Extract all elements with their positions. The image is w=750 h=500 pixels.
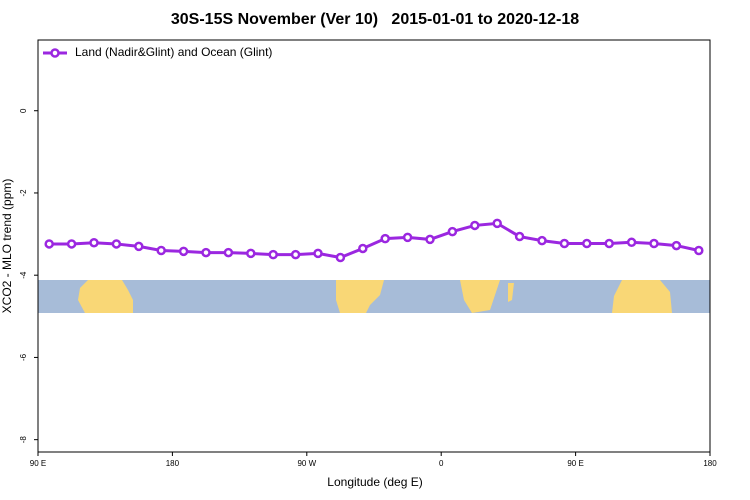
x-tick-label: 90 W — [297, 459, 316, 468]
data-point — [290, 249, 301, 260]
data-point — [156, 245, 166, 256]
y-tick-label: -6 — [19, 353, 28, 361]
plot-frame — [37, 39, 711, 453]
y-tick-label: -4 — [19, 271, 28, 279]
data-point — [313, 248, 323, 259]
data-point — [582, 238, 592, 249]
y-tick-label: -8 — [19, 436, 28, 444]
x-tick-label: 180 — [166, 459, 180, 468]
data-point — [246, 248, 256, 259]
data-point — [671, 240, 682, 251]
data-point — [537, 235, 547, 246]
data-point — [89, 237, 99, 248]
data-point — [492, 218, 502, 229]
data-point — [649, 238, 659, 249]
land — [460, 280, 500, 313]
data-point — [425, 234, 435, 245]
data-point — [380, 233, 390, 244]
x-tick-label: 90 E — [567, 459, 583, 468]
data-point — [44, 239, 54, 249]
data-point — [201, 247, 211, 258]
chart-title: 30S-15S November (Ver 10) 2015-01-01 to … — [171, 11, 579, 28]
land — [336, 280, 384, 313]
data-point — [66, 239, 77, 249]
legend-marker — [50, 48, 60, 58]
x-tick-label: 90 E — [30, 459, 46, 468]
data-point — [559, 238, 570, 249]
data-point — [447, 226, 458, 237]
map-band — [38, 280, 710, 313]
x-tick-label: 180 — [703, 459, 717, 468]
data-point — [111, 239, 122, 249]
data-point — [134, 241, 144, 252]
y-tick-label: -2 — [19, 189, 28, 197]
data-point — [470, 220, 480, 231]
x-axis-label: Longitude (deg E) — [327, 475, 422, 489]
y-tick-label: 0 — [19, 108, 28, 113]
data-point — [358, 243, 368, 254]
data-point — [178, 246, 189, 257]
data-point — [268, 249, 278, 260]
land — [78, 280, 133, 313]
land — [612, 280, 672, 313]
data-point — [335, 252, 346, 263]
data-point — [604, 238, 614, 249]
legend-label: Land (Nadir&Glint) and Ocean (Glint) — [75, 45, 272, 59]
data-point — [626, 237, 637, 248]
legend: Land (Nadir&Glint) and Ocean (Glint) — [43, 45, 272, 59]
data-point — [694, 245, 704, 256]
y-axis-label: XCO2 - MLO trend (ppm) — [0, 179, 14, 314]
x-tick-label: 0 — [439, 459, 444, 468]
data-point — [514, 231, 525, 242]
data-point — [402, 232, 413, 243]
data-point — [223, 247, 234, 258]
land — [508, 283, 514, 302]
